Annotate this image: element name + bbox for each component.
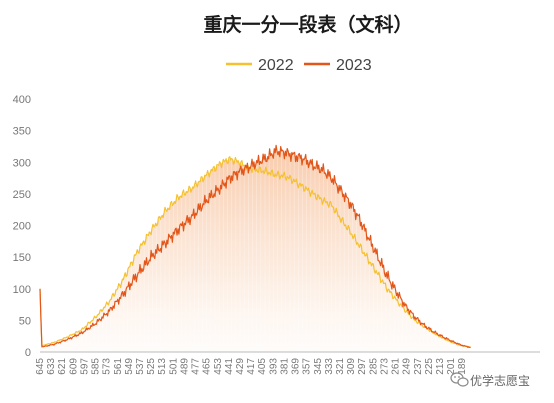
y-tick-label: 400 xyxy=(13,94,31,106)
legend-label-2023: 2023 xyxy=(336,57,372,74)
area-fill xyxy=(40,150,471,352)
x-tick-label: 585 xyxy=(91,358,102,375)
y-axis: 0 50 100 150 200 250 300 350 400 xyxy=(13,94,540,359)
legend-label-2022: 2022 xyxy=(258,57,294,74)
x-tick-label: 309 xyxy=(346,358,357,375)
x-tick-label: 477 xyxy=(191,358,202,375)
x-tick-label: 273 xyxy=(379,358,390,375)
legend: 2022 2023 xyxy=(226,57,372,74)
y-tick-label: 150 xyxy=(13,252,31,264)
x-tick-label: 357 xyxy=(302,358,313,375)
x-tick-label: 597 xyxy=(79,358,90,375)
x-tick-label: 441 xyxy=(224,358,235,375)
x-tick-label: 225 xyxy=(424,358,435,375)
watermark-text: 优学志愿宝 xyxy=(470,373,530,388)
x-tick-label: 333 xyxy=(324,358,335,375)
x-tick-label: 201 xyxy=(446,358,457,375)
x-tick-label: 645 xyxy=(35,358,46,375)
x-tick-label: 501 xyxy=(168,358,179,375)
x-tick-label: 513 xyxy=(157,358,168,375)
x-tick-label: 285 xyxy=(368,358,379,375)
x-tick-label: 345 xyxy=(313,358,324,375)
x-tick-label: 573 xyxy=(102,358,113,375)
fill-stripes-layer xyxy=(39,151,470,352)
y-tick-label: 200 xyxy=(13,221,31,233)
x-tick-label: 633 xyxy=(46,358,57,375)
x-tick-label: 489 xyxy=(179,358,190,375)
series-line-2022 xyxy=(39,156,471,348)
x-tick-label: 249 xyxy=(402,358,413,375)
area-fill-layer xyxy=(40,150,471,352)
x-tick-label: 537 xyxy=(135,358,146,375)
y-tick-label: 250 xyxy=(13,189,31,201)
y-tick-label: 0 xyxy=(25,347,31,359)
x-tick-label: 525 xyxy=(146,358,157,375)
x-tick-label: 621 xyxy=(57,358,68,375)
x-tick-label: 561 xyxy=(113,358,124,375)
x-axis: 645 633 621 609 597 585 573 561 549 537 525 513 501 4… xyxy=(35,358,468,375)
y-tick-label: 350 xyxy=(13,126,31,138)
x-tick-label: 393 xyxy=(268,358,279,375)
x-tick-label: 465 xyxy=(202,358,213,375)
x-tick-label: 453 xyxy=(213,358,224,375)
series-lines-layer xyxy=(39,144,471,348)
y-tick-label: 300 xyxy=(13,157,31,169)
x-tick-label: 405 xyxy=(257,358,268,375)
chart-title: 重庆一分一段表（文科） xyxy=(203,13,412,36)
x-tick-label: 297 xyxy=(357,358,368,375)
wechat-icon xyxy=(450,372,469,387)
x-tick-label: 417 xyxy=(246,358,257,375)
series-line-2023 xyxy=(39,144,471,348)
x-tick-label: 321 xyxy=(335,358,346,375)
x-tick-label: 213 xyxy=(435,358,446,375)
x-tick-label: 429 xyxy=(235,358,246,375)
watermark: 优学志愿宝 xyxy=(450,372,530,388)
x-tick-label: 369 xyxy=(291,358,302,375)
x-tick-label: 237 xyxy=(413,358,424,375)
x-tick-label: 189 xyxy=(457,358,468,375)
x-tick-label: 549 xyxy=(124,358,135,375)
y-tick-label: 50 xyxy=(19,315,31,327)
y-tick-label: 100 xyxy=(13,284,31,296)
x-tick-label: 261 xyxy=(391,358,402,375)
x-tick-label: 609 xyxy=(68,358,79,375)
x-tick-label: 381 xyxy=(279,358,290,375)
